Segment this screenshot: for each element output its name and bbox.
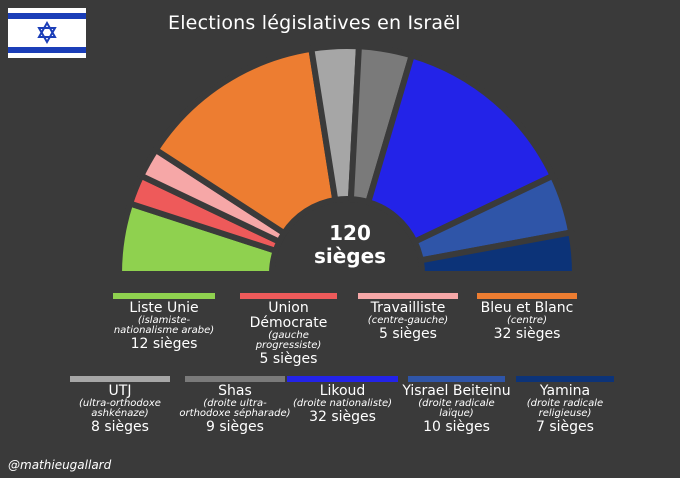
legend-seat-count: 8 sièges [91, 419, 149, 435]
legend-seat-count: 12 sièges [130, 336, 198, 352]
legend-item: Yisrael Beiteinu (droite radicale laïque)… [402, 376, 511, 436]
legend-party-name: Liste Unie [129, 300, 199, 316]
legend-color-swatch [287, 376, 398, 382]
legend-seat-count: 5 sièges [259, 351, 318, 367]
legend-color-swatch [185, 376, 285, 382]
legend-party-description: (centre-gauche) [367, 315, 449, 326]
legend-item: Shas (droite ultra-orthodoxe sépharade) 9 … [179, 376, 291, 436]
legend-seat-count: 32 sièges [493, 326, 561, 342]
legend-item: Travailliste (centre-gauche) 5 sièges [352, 293, 464, 343]
chart-title: Elections législatives en Israël [168, 12, 461, 34]
legend-party-name: Shas [218, 383, 252, 399]
legend-color-swatch [516, 376, 614, 382]
legend-party-name: Travailliste [370, 300, 446, 316]
total-seats-label: 120 sièges [290, 222, 410, 268]
israel-flag-icon [8, 8, 86, 58]
legend-seat-count: 10 sièges [423, 419, 490, 435]
legend-party-description: (centre) [507, 315, 547, 326]
legend-item: UTJ (ultra-orthodoxe ashkénaze) 8 sièges [64, 376, 176, 436]
seat-segment [417, 229, 578, 277]
legend-party-description: (droite radicale laïque) [418, 398, 495, 419]
legend-party-description: (droite ultra-orthodoxe sépharade) [179, 398, 291, 419]
legend-color-swatch [240, 293, 337, 299]
legend-party-name: Yisrael Beiteinu [402, 383, 511, 399]
credit: @mathieugallard [8, 458, 112, 472]
legend-seat-count: 5 sièges [379, 326, 437, 342]
legend-item: Liste Unie (islamiste-nationalisme arabe)… [107, 293, 221, 353]
legend-party-name: Likoud [319, 383, 366, 399]
legend-party-name: Bleu et Blanc [480, 300, 574, 316]
legend-party-name: Yamina [539, 383, 591, 399]
legend-party-description: (droite nationaliste) [293, 398, 392, 409]
legend-color-swatch [70, 376, 170, 382]
legend-color-swatch [477, 293, 577, 299]
legend-item: Yamina (droite radicale religieuse) 7 sièg… [510, 376, 620, 436]
legend-item: Union Démocrate (gauche progressiste) 5 si… [234, 293, 343, 368]
legend-party-description: (droite radicale religieuse) [526, 398, 604, 419]
total-seats-unit: sièges [313, 244, 387, 268]
legend-party-name: Union Démocrate [249, 300, 328, 331]
donut-hole [275, 202, 419, 346]
legend-seat-count: 9 sièges [206, 419, 264, 435]
legend-color-swatch [358, 293, 458, 299]
total-seats-count: 120 [329, 221, 371, 245]
legend-seat-count: 32 sièges [309, 409, 376, 425]
legend-party-name: UTJ [108, 383, 132, 399]
legend-item: Likoud (droite nationaliste) 32 sièges [281, 376, 404, 426]
seat-segment [152, 45, 339, 237]
legend-seat-count: 7 sièges [536, 419, 594, 435]
legend-color-swatch [113, 293, 215, 299]
legend-party-description: (ultra-orthodoxe ashkénaze) [79, 398, 161, 419]
legend-color-swatch [408, 376, 505, 382]
legend-party-description: (gauche progressiste) [255, 330, 322, 351]
legend-item: Bleu et Blanc (centre) 32 sièges [471, 293, 583, 343]
legend-party-description: (islamiste-nationalisme arabe) [113, 315, 215, 336]
